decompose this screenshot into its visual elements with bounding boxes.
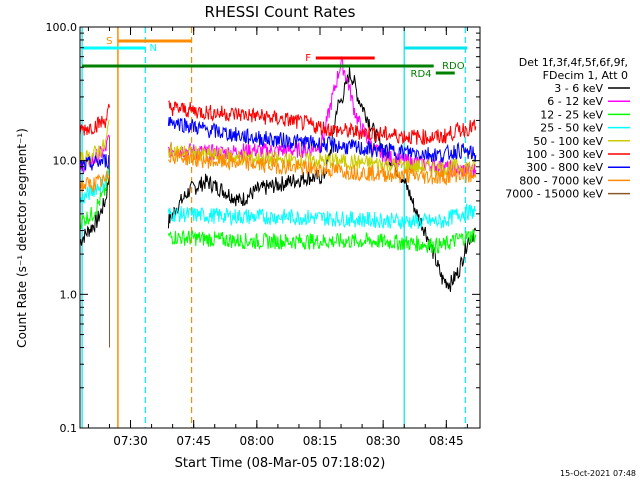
annotation-label-rdo: RDO: [442, 61, 465, 72]
legend-entry-label: 50 - 100 keV: [533, 135, 603, 148]
legend-entry-label: 100 - 300 keV: [526, 148, 603, 161]
x-axis-label: Start Time (08-Mar-05 07:18:02): [175, 456, 386, 471]
x-tick-label: 07:45: [176, 434, 211, 448]
legend: Det 1f,3f,4f,5f,6f,9f, FDecim 1, Att 0 3…: [505, 56, 630, 201]
legend-entry-label: 6 - 12 keV: [547, 95, 603, 108]
legend-entry-label: 25 - 50 keV: [540, 122, 603, 135]
annotation-label-f: F: [305, 53, 311, 64]
x-tick-label: 08:15: [303, 434, 338, 448]
series-line: [79, 166, 110, 230]
series-100-300-kev: [79, 100, 477, 146]
series-line: [168, 100, 477, 146]
plot-frame: [79, 26, 481, 429]
chart-title: RHESSI Count Rates: [205, 3, 356, 21]
legend-header-line-2: FDecim 1, Att 0: [543, 69, 628, 82]
series-line: [167, 148, 477, 186]
annotation-label-s: S: [106, 36, 112, 47]
y-tick-label: 0.1: [60, 422, 78, 435]
x-tick-label: 08:45: [429, 434, 464, 448]
series-line: [79, 173, 110, 246]
series-line: [167, 229, 477, 254]
x-tick-label: 08:30: [366, 434, 401, 448]
x-tick-label: 07:30: [113, 434, 148, 448]
y-tick-label: 100.0: [46, 21, 78, 34]
series-line: [79, 153, 110, 171]
y-tick-label: 10.0: [53, 155, 78, 168]
series-line: [79, 171, 110, 194]
legend-entry-label: 3 - 6 keV: [554, 82, 603, 95]
y-axis-label: Count Rate (s⁻¹ detector segment⁻¹): [15, 128, 29, 348]
y-tick-label: 1.0: [60, 288, 78, 301]
legend-entry-label: 800 - 7000 keV: [519, 174, 603, 187]
series-800-7000-kev: [79, 148, 477, 194]
plot-area: [80, 27, 480, 428]
legend-entry-label: 12 - 25 keV: [540, 108, 603, 121]
x-tick-label: 08:00: [240, 434, 275, 448]
legend-header-line-1: Det 1f,3f,4f,5f,6f,9f,: [519, 56, 628, 69]
series-12-25-kev: [79, 166, 477, 254]
annotation-label-rd4: RD4: [411, 69, 432, 80]
series-line: [167, 202, 477, 230]
series-300-800-kev: [79, 116, 477, 171]
annotation-label-n: N: [149, 43, 156, 54]
legend-entry-label: 300 - 800 keV: [526, 161, 603, 174]
series-line: [167, 142, 477, 178]
footer-timestamp: 15-Oct-2021 07:48: [560, 469, 636, 478]
legend-entry-label: 7000 - 15000 keV: [505, 188, 603, 201]
series-line: [79, 103, 110, 136]
series-line: [167, 116, 477, 163]
